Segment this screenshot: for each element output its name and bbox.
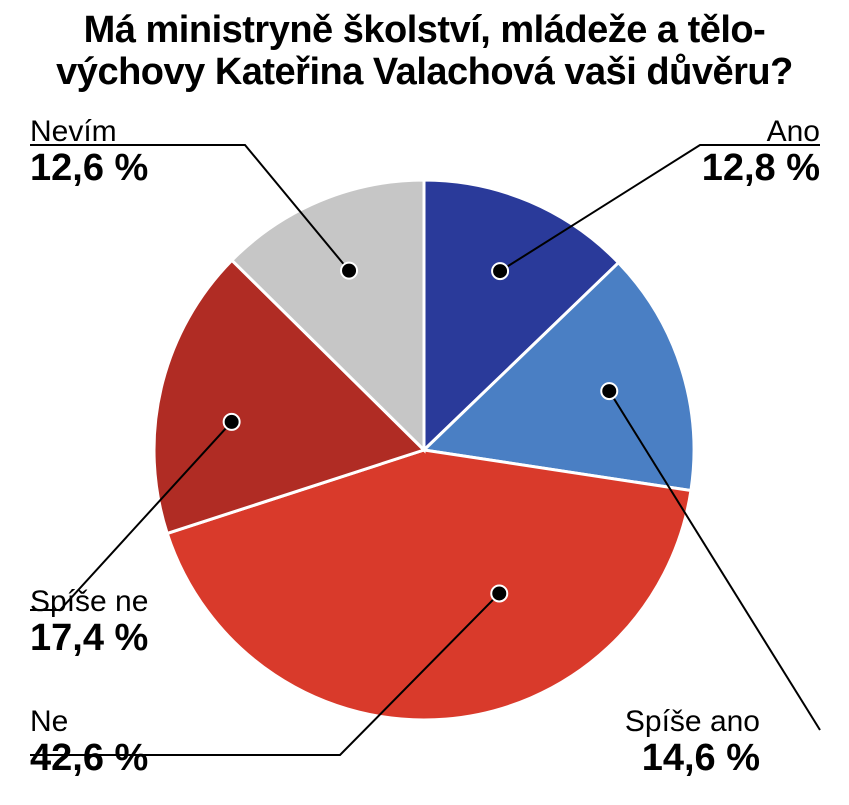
slice-label-name: Ano [620, 115, 820, 148]
leader-dot [491, 585, 507, 601]
leader-dot [492, 263, 508, 279]
slice-label: Spíše ne17,4 % [30, 585, 148, 660]
leader-dot [341, 263, 357, 279]
slice-label: Spíše ano14,6 % [560, 705, 760, 780]
slice-label: Ne42,6 % [30, 705, 148, 780]
slice-label-value: 42,6 % [30, 738, 148, 780]
leader-dot [601, 383, 617, 399]
slice-label-name: Spíše ne [30, 585, 148, 618]
slice-label-value: 17,4 % [30, 618, 148, 660]
leader-dot [224, 414, 240, 430]
slice-label-name: Nevím [30, 115, 148, 148]
slice-label: Ano12,8 % [620, 115, 820, 190]
slice-label-name: Ne [30, 705, 148, 738]
slice-label-name: Spíše ano [560, 705, 760, 738]
chart-title: Má ministryně školství, mládeže a tělo- … [0, 0, 849, 94]
slice-label: Nevím12,6 % [30, 115, 148, 190]
slice-label-value: 12,6 % [30, 148, 148, 190]
chart-title-line1: Má ministryně školství, mládeže a tělo- [84, 9, 766, 51]
pie-chart: Ano12,8 % Spíše ano14,6 % Ne42,6 % Spíše ne… [0, 100, 849, 800]
pie-svg [0, 100, 849, 800]
slice-label-value: 12,8 % [620, 148, 820, 190]
slice-label-value: 14,6 % [560, 738, 760, 780]
chart-title-line2: výchovy Kateřina Valachová vaši důvěru? [56, 51, 793, 93]
